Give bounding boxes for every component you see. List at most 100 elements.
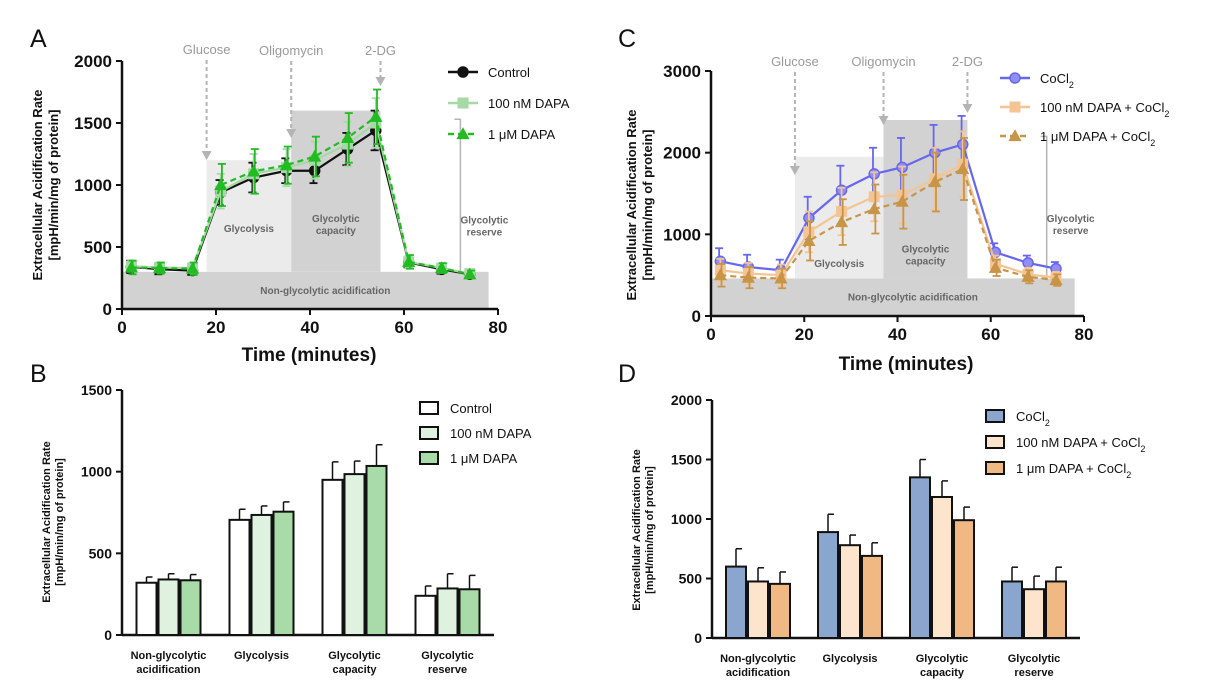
bar	[414, 594, 437, 636]
data-point	[741, 270, 755, 283]
injection-arrowhead-2	[375, 77, 386, 86]
x-tick-label: 40	[301, 318, 320, 337]
data-point	[463, 267, 477, 280]
panel-a: A Extracellular Acidification Rate [mpH/…	[30, 25, 570, 366]
bar	[228, 518, 251, 636]
x-tick-label: 0	[117, 318, 126, 337]
legend-swatch-0	[985, 409, 1005, 423]
panel-c: C Extracellular Acidification Rate [mpH/…	[618, 25, 1169, 375]
y-tick-label: 2000	[74, 52, 112, 71]
label-reserve-1: Glycolytic	[460, 215, 508, 226]
legend-label-0: Control	[488, 65, 530, 80]
injection-label-1: Oligomycin	[851, 54, 915, 69]
bar	[817, 531, 839, 640]
bar	[250, 513, 273, 637]
bar	[458, 588, 481, 636]
panel-letter-c: C	[618, 25, 636, 53]
plot-area-d: 0 500 1000 1500 2000 Non-glycolytic acidificat…	[671, 392, 1146, 679]
category-label: capacity	[332, 664, 377, 676]
y-axis-label-b-2: [mpH/min/mg of protein]	[54, 458, 66, 586]
y-tick-label: 0	[692, 307, 701, 326]
y-tick-label: 1000	[663, 225, 701, 244]
category-label: capacity	[920, 667, 965, 679]
x-tick-label: 20	[795, 325, 814, 344]
label-reserve-2: reserve	[467, 227, 503, 238]
legend-marker-1	[457, 97, 469, 109]
data-point	[802, 234, 816, 246]
data-point	[214, 178, 228, 191]
legend-marker-2	[1008, 129, 1022, 142]
plot-area-b: 0 500 1000 1500 Non-glycolytic acidification G…	[81, 382, 532, 676]
legend-marker-0	[457, 66, 469, 78]
bar	[343, 473, 366, 636]
injection-arrowhead-0	[201, 151, 212, 160]
label-capacity-1: Glycolytic	[312, 214, 360, 225]
legend-label-1: 100 nM DAPA + CoCl2	[1040, 100, 1169, 119]
category-label: acidification	[136, 664, 200, 676]
data-point	[895, 194, 909, 207]
data-point	[247, 164, 261, 177]
category-label: Glycolytic	[1008, 653, 1061, 665]
category-label: Glycolytic	[916, 653, 969, 665]
shade-non-glycolytic	[122, 271, 489, 309]
y-axis-label-d-2: [mpH/min/mg of protein]	[644, 466, 656, 594]
injection-arrowhead-1	[878, 116, 889, 125]
y-tick-label: 2000	[663, 144, 701, 163]
label-glycolysis: Glycolysis	[814, 259, 864, 270]
reserve-bracket	[454, 118, 462, 273]
data-point	[308, 149, 322, 162]
legend-label-2: 1 μM DAPA	[488, 127, 556, 142]
category-label: reserve	[1014, 667, 1053, 679]
y-tick-label: 500	[89, 545, 113, 561]
y-tick-label: 2000	[671, 392, 702, 408]
panel-b: B Extracellular Acidification Rate [mpH/…	[30, 360, 532, 676]
label-capacity-1: Glycolytic	[902, 244, 950, 255]
y-axis-label-a-2: [mpH/min/mg of protein]	[46, 110, 61, 261]
data-point	[928, 175, 942, 188]
injection-arrowhead-2	[962, 104, 973, 113]
injection-label-1: Oligomycin	[259, 43, 323, 58]
legend-swatch-1	[985, 435, 1005, 449]
y-tick-label: 500	[84, 238, 112, 257]
data-point	[868, 191, 880, 203]
data-point	[185, 261, 200, 274]
x-tick-label: 60	[395, 318, 414, 337]
x-axis-title-c: Time (minutes)	[839, 354, 974, 375]
data-point	[124, 260, 138, 273]
label-capacity-2: capacity	[316, 226, 356, 237]
y-axis-label-c-1: Extracellular Acidification Rate	[624, 110, 639, 301]
label-glycolysis: Glycolysis	[224, 224, 274, 235]
injection-arrowhead-0	[789, 166, 800, 175]
data-point	[1049, 273, 1063, 286]
series-line-2	[131, 114, 471, 276]
bar	[747, 580, 769, 639]
label-reserve-2: reserve	[1053, 226, 1089, 237]
x-tick-label: 0	[706, 325, 715, 344]
category-label: Glycolysis	[234, 650, 289, 662]
y-tick-label: 0	[104, 627, 112, 643]
y-tick-label: 3000	[663, 62, 701, 81]
plot-area-a: GlycolysisGlycolyticcapacityGlycolyticre…	[74, 42, 570, 337]
legend-label-1: 100 nM DAPA	[488, 96, 570, 111]
shade-non-glycolytic	[711, 278, 1075, 316]
panel-d: D Extracellular Acidification Rate [mpH/…	[618, 360, 1145, 679]
y-axis-label-a-1: Extracellular Acidification Rate	[30, 90, 45, 281]
data-point	[153, 261, 167, 274]
bar	[1001, 580, 1023, 639]
bar	[321, 478, 344, 637]
data-point	[713, 268, 727, 281]
category-label: acidification	[726, 667, 790, 679]
data-point	[774, 271, 788, 284]
shade-glycolytic-capacity	[291, 110, 381, 272]
legend-label-2: 1 μM DAPA	[450, 451, 518, 466]
bar	[953, 519, 975, 639]
data-point	[836, 205, 848, 217]
x-axis-title-a: Time (minutes)	[242, 345, 377, 366]
y-tick-label: 1500	[671, 452, 702, 468]
category-label: Non-glycolytic	[720, 653, 796, 665]
bar	[179, 579, 202, 636]
bar	[839, 544, 861, 639]
plot-area-c: GlycolysisGlycolyticcapacityGlycolyticre…	[663, 54, 1169, 344]
bar	[272, 510, 295, 636]
injection-arrowhead-1	[286, 129, 297, 138]
